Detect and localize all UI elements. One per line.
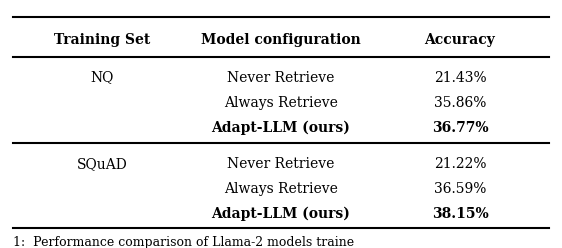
Text: Adapt-LLM (ours): Adapt-LLM (ours) (211, 207, 351, 221)
Text: Adapt-LLM (ours): Adapt-LLM (ours) (211, 120, 351, 135)
Text: NQ: NQ (90, 70, 114, 85)
Text: Always Retrieve: Always Retrieve (224, 95, 338, 110)
Text: Always Retrieve: Always Retrieve (224, 182, 338, 196)
Text: 36.59%: 36.59% (434, 182, 486, 196)
Text: 38.15%: 38.15% (432, 207, 488, 221)
Text: Model configuration: Model configuration (201, 33, 361, 47)
Text: Never Retrieve: Never Retrieve (227, 70, 335, 85)
Text: 35.86%: 35.86% (434, 95, 486, 110)
Text: 21.22%: 21.22% (434, 157, 486, 171)
Text: Never Retrieve: Never Retrieve (227, 157, 335, 171)
Text: Training Set: Training Set (54, 33, 150, 47)
Text: 1:  Performance comparison of Llama-2 models traine: 1: Performance comparison of Llama-2 mod… (12, 236, 353, 248)
Text: Accuracy: Accuracy (424, 33, 495, 47)
Text: 36.77%: 36.77% (432, 121, 488, 134)
Text: 21.43%: 21.43% (434, 70, 486, 85)
Text: SQuAD: SQuAD (76, 157, 128, 171)
